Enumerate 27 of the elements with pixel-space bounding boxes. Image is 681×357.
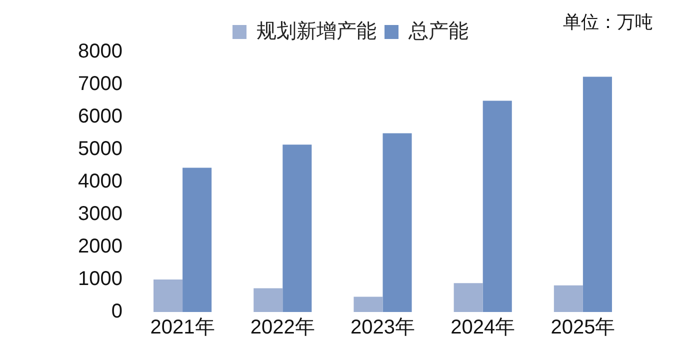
y-tick-label: 4000	[78, 170, 122, 193]
x-tick-label: 2022年	[250, 316, 315, 339]
y-tick-label: 7000	[78, 73, 122, 96]
text: 单位：万吨	[563, 11, 653, 34]
y-tick-label: 6000	[78, 106, 122, 128]
y-tick-label: 5000	[78, 138, 122, 160]
bar	[454, 283, 483, 312]
y-tick-label: 3000	[78, 203, 122, 226]
y-tick-label: 0	[111, 300, 122, 323]
x-tick-label: 2024年	[450, 316, 516, 339]
bar	[254, 288, 283, 312]
x-tick-label: 2023年	[350, 316, 415, 339]
bar	[582, 76, 612, 312]
y-tick-label: 8000	[78, 40, 122, 63]
y-tick-label: 1000	[78, 268, 122, 290]
legend-label: 规划新增产能	[256, 20, 376, 43]
x-tick-label: 2021年	[150, 316, 215, 339]
bar	[482, 100, 512, 312]
bar	[382, 133, 412, 312]
bar	[154, 280, 183, 312]
x-tick-label: 2025年	[550, 316, 616, 339]
y-tick-label: 2000	[78, 236, 122, 258]
bar	[182, 168, 212, 312]
bar	[282, 144, 312, 312]
bar	[354, 296, 383, 312]
bar	[554, 285, 583, 312]
legend-label: 总产能	[408, 20, 468, 43]
